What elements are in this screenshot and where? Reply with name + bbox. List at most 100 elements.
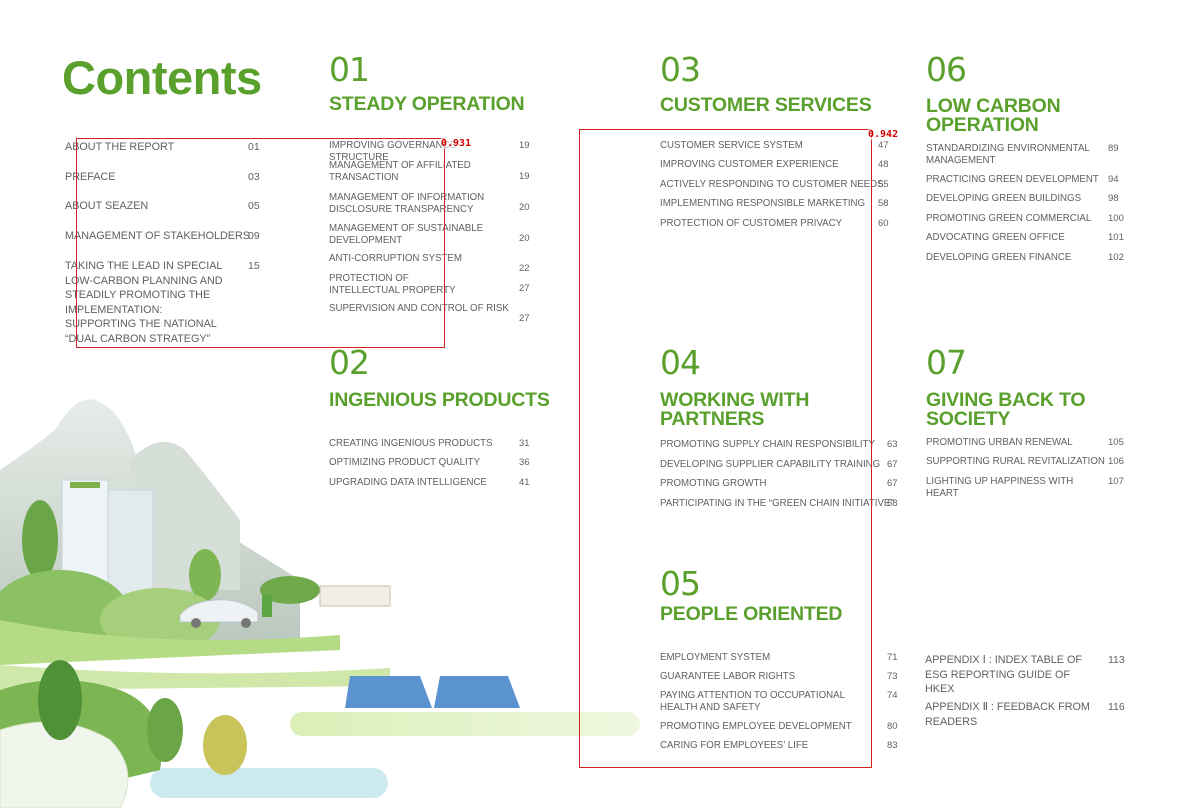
- tree-shape: [147, 698, 183, 762]
- toc-entry-page: 71: [887, 652, 898, 663]
- detection-score: 0.931: [441, 138, 472, 149]
- toc-entry-page: 67: [887, 478, 898, 489]
- toc-entry-title: CREATING INGENIOUS PRODUCTS: [329, 438, 493, 449]
- house-shape: [319, 585, 391, 607]
- toc-entry-title: DEVELOPING GREEN BUILDINGS: [926, 193, 1082, 204]
- toc-entry-title: CARING FOR EMPLOYEES’ LIFE: [660, 740, 809, 751]
- building-sign: [70, 482, 100, 488]
- toc-entry-page: 94: [1108, 174, 1119, 185]
- toc-entry-title: CUSTOMER SERVICE SYSTEM: [660, 140, 803, 151]
- section-title: PEOPLE ORIENTED: [660, 603, 843, 625]
- toc-entry-page: 105: [1108, 437, 1124, 448]
- toc-entry-title: ABOUT SEAZEN: [65, 200, 149, 212]
- toc-entry-page: 68: [887, 498, 898, 509]
- toc-entry-page: 63: [887, 439, 898, 450]
- toc-entry-page: 20: [519, 202, 530, 213]
- toc-entry-title: DEVELOPING SUPPLIER CAPABILITY TRAINING: [660, 459, 881, 470]
- toc-entry-title: ANTI-CORRUPTION SYSTEM: [329, 253, 462, 264]
- toc-entry-title: UPGRADING DATA INTELLIGENCE: [329, 477, 487, 488]
- toc-entry-page: 80: [887, 721, 898, 732]
- toc-entry-title: APPENDIX Ⅱ : FEEDBACK FROM READERS: [925, 701, 1090, 728]
- toc-entry-title: PROMOTING GREEN COMMERCIAL: [926, 213, 1092, 224]
- toc-entry-page: 116: [1108, 701, 1125, 713]
- section-title: GIVING BACK TO SOCIETY: [926, 389, 1086, 430]
- ground-shape: [0, 620, 340, 665]
- toc-entry-page: 73: [887, 671, 898, 682]
- toc-entry-title: PREFACE: [65, 171, 116, 183]
- section-title: CUSTOMER SERVICES: [660, 94, 872, 116]
- section-number: 06: [926, 50, 967, 89]
- toc-entry-title: MANAGEMENT OF INFORMATION DISCLOSURE TRA…: [329, 192, 485, 215]
- toc-entry-title: MANAGEMENT OF AFFILIATED TRANSACTION: [329, 160, 471, 183]
- toc-entry-page: 98: [1108, 193, 1119, 204]
- toc-entry-page: 05: [248, 200, 260, 212]
- toc-entry-title: ABOUT THE REPORT: [65, 141, 175, 153]
- solar-panel: [434, 676, 520, 708]
- toc-entry-page: 101: [1108, 232, 1124, 243]
- toc-entry-title: DEVELOPING GREEN FINANCE: [926, 252, 1072, 263]
- toc-entry-page: 60: [878, 218, 889, 229]
- toc-entry-title: MANAGEMENT OF STAKEHOLDERS: [65, 230, 250, 242]
- toc-entry-page: 74: [887, 690, 898, 701]
- toc-entry-page: 107: [1108, 476, 1124, 487]
- bush-shape: [100, 588, 220, 652]
- toc-entry-page: 36: [519, 457, 530, 468]
- toc-entry-page: 27: [519, 313, 530, 324]
- section-title: WORKING WITH PARTNERS: [660, 389, 810, 430]
- toc-entry-title: LIGHTING UP HAPPINESS WITH HEART: [926, 476, 1074, 499]
- hill-shape: [0, 721, 129, 808]
- toc-entry-page: 48: [878, 159, 889, 170]
- car-wheel: [241, 618, 251, 628]
- toc-entry-page: 102: [1108, 252, 1124, 263]
- toc-entry-title: MANAGEMENT OF SUSTAINABLE DEVELOPMENT: [329, 223, 484, 246]
- section-title: LOW CARBON OPERATION: [926, 95, 1061, 136]
- toc-entry-title: PROTECTION OF INTELLECTUAL PROPERTY: [329, 273, 456, 296]
- toc-entry-title: PROMOTING EMPLOYEE DEVELOPMENT: [660, 721, 852, 732]
- ribbon-shape: [290, 712, 640, 736]
- detection-score: 0.942: [868, 129, 899, 140]
- page-title: Contents: [62, 51, 262, 104]
- toc-entry-title: SUPERVISION AND CONTROL OF RISK: [329, 303, 509, 314]
- toc-entry-page: 22: [519, 263, 530, 274]
- section-title: STEADY OPERATION: [329, 93, 525, 115]
- toc-entry-title: PROTECTION OF CUSTOMER PRIVACY: [660, 218, 843, 229]
- toc-entry-page: 19: [519, 171, 530, 182]
- toc-entry-title: ADVOCATING GREEN OFFICE: [926, 232, 1065, 243]
- toc-entry-page: 27: [519, 283, 530, 294]
- tree-shape: [189, 549, 221, 601]
- toc-entry-page: 106: [1108, 456, 1124, 467]
- toc-entry-title: IMPROVING CUSTOMER EXPERIENCE: [660, 159, 839, 170]
- charger-shape: [262, 595, 272, 617]
- toc-entry-page: 100: [1108, 213, 1124, 224]
- ground-shape: [0, 665, 390, 690]
- tree-shape: [203, 715, 247, 775]
- section-number: 01: [329, 50, 370, 89]
- toc-entry-title: PRACTICING GREEN DEVELOPMENT: [926, 174, 1099, 185]
- toc-entry-page: 31: [519, 438, 530, 449]
- toc-entry-title: IMPLEMENTING RESPONSIBLE MARKETING: [660, 198, 866, 209]
- ribbon-shape: [150, 768, 388, 798]
- toc-entry-page: 55: [878, 179, 889, 190]
- toc-entry-page: 03: [248, 171, 260, 183]
- car-shape: [179, 599, 259, 623]
- car-wheel: [191, 618, 201, 628]
- toc-entry-title: GUARANTEE LABOR RIGHTS: [660, 671, 796, 682]
- toc-entry-title: APPENDIX Ⅰ : INDEX TABLE OF ESG REPORTIN…: [925, 654, 1082, 695]
- toc-entry-page: 58: [878, 198, 889, 209]
- toc-entry-page: 113: [1108, 654, 1125, 666]
- section-title: INGENIOUS PRODUCTS: [329, 389, 550, 411]
- toc-entry-page: 67: [887, 459, 898, 470]
- section-number: 04: [660, 343, 701, 382]
- toc-entry-page: 47: [878, 140, 889, 151]
- toc-entry-title: IMPROVING GOVERNANCE STRUCTURE: [329, 140, 457, 163]
- toc-entry-page: 15: [248, 260, 260, 272]
- toc-entry-title: STANDARDIZING ENVIRONMENTAL MANAGEMENT: [926, 143, 1090, 166]
- toc-entry-page: 20: [519, 233, 530, 244]
- toc-entry-page: 09: [248, 230, 260, 242]
- toc-entry-title: EMPLOYMENT SYSTEM: [660, 652, 771, 663]
- toc-entry-title: PAYING ATTENTION TO OCCUPATIONAL HEALTH …: [660, 690, 845, 713]
- toc-entry-page: 01: [248, 141, 260, 153]
- toc-entry-title: OPTIMIZING PRODUCT QUALITY: [329, 457, 481, 468]
- toc-entry-title: PROMOTING GROWTH: [660, 478, 767, 489]
- tree-shape: [38, 660, 82, 740]
